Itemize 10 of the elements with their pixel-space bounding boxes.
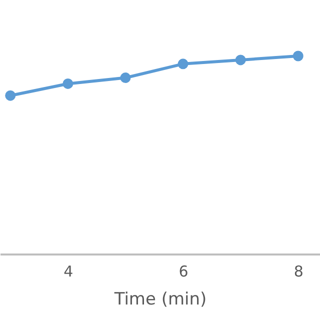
point: [235, 54, 246, 66]
x-axis-title: Time (min): [113, 290, 207, 310]
point: [178, 58, 188, 70]
point: [120, 72, 131, 84]
point: [292, 50, 304, 62]
x-tick-label: 8: [294, 262, 304, 280]
x-tick-label: 4: [64, 262, 74, 280]
point: [62, 78, 74, 89]
x-tick-label: 6: [178, 262, 188, 280]
point: [5, 90, 16, 101]
